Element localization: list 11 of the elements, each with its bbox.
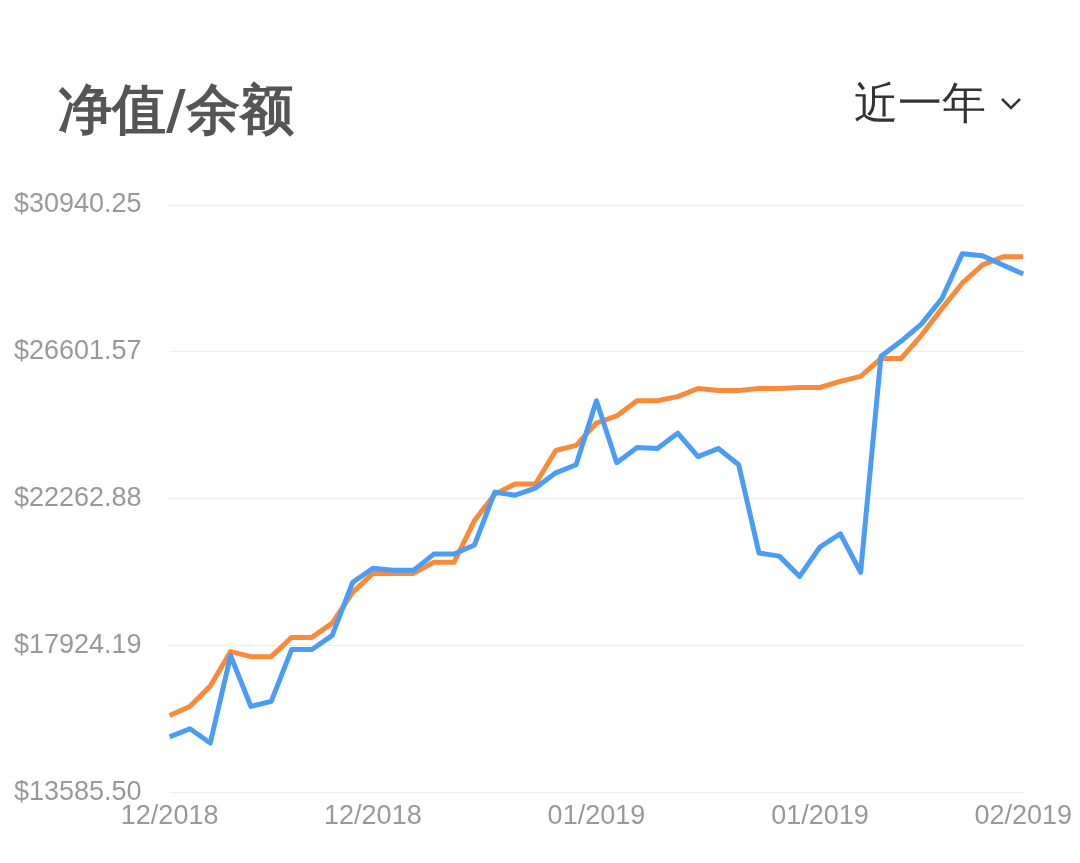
x-tick-label: 01/2019 <box>547 800 646 831</box>
y-tick-label: $22262.88 <box>14 482 142 513</box>
x-tick-label: 02/2019 <box>974 800 1073 831</box>
x-tick-label: 01/2019 <box>771 800 869 831</box>
chart-title: 净值/余额 <box>58 77 294 143</box>
x-tick-label: 12/2018 <box>120 800 219 831</box>
text: 近一年 <box>854 76 986 130</box>
y-tick-label: $30940.25 <box>14 188 142 219</box>
y-tick-label: $26601.57 <box>14 335 142 366</box>
x-tick-label: 12/2018 <box>324 800 422 831</box>
y-tick-label: $17924.19 <box>14 629 142 660</box>
